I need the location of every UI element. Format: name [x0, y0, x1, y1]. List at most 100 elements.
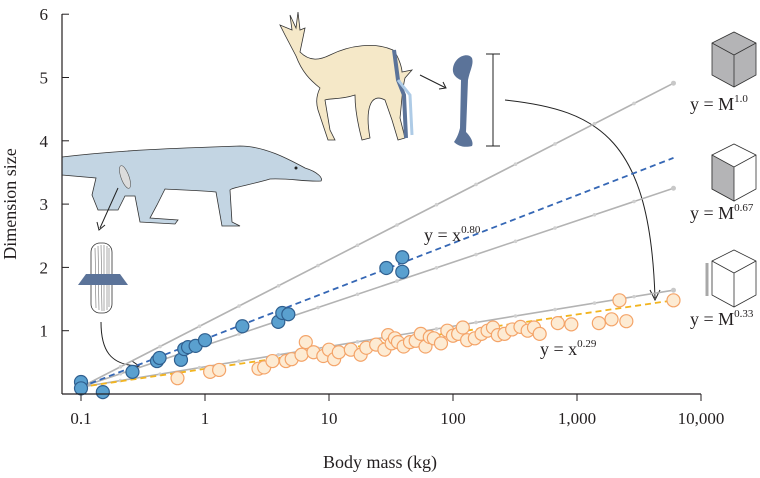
x-ticks: 0.1 1 10 100 1,000 10,000	[70, 394, 724, 428]
isometry-M0.33-end-marker	[670, 287, 676, 293]
cross-section-plane	[78, 274, 128, 285]
cube-legend-M033: y = M0.33	[690, 249, 757, 329]
femur-curve-arrow	[504, 99, 656, 299]
cube-label-M067-prefix: y = M	[690, 203, 734, 223]
cube-label-M1: y = M1.0	[690, 93, 748, 114]
gazelle-data-point	[455, 320, 470, 335]
gazelle-data-point	[666, 293, 681, 308]
lizard-data-point	[197, 333, 213, 348]
cube-legend-M067: y = M0.67	[690, 143, 757, 223]
gazelle-data-point	[170, 371, 185, 386]
fit-lines	[80, 157, 674, 388]
data-points	[73, 250, 681, 400]
isometry-M0.67-marker	[632, 199, 636, 204]
isometry-M1.0-line	[80, 82, 674, 388]
isometry-M1.0-marker	[592, 121, 597, 126]
isometry-M1.0-marker	[474, 182, 478, 187]
gazelle-leg-bones	[392, 49, 408, 139]
lizard-illustration	[61, 145, 322, 371]
isometry-M0.33-marker	[632, 294, 636, 299]
femur-scale-bar	[486, 53, 500, 147]
lizard-limb-bone-highlight	[119, 165, 131, 189]
lizard-fit-line	[80, 157, 674, 388]
y-tick-label: 6	[40, 5, 49, 24]
lizard-fit-prefix: y = x	[424, 225, 461, 245]
gazelle-data-point	[564, 317, 579, 332]
cube-label-M033: y = M0.33	[690, 308, 754, 329]
y-tick-label: 2	[40, 258, 49, 277]
cube-full-edges	[711, 42, 757, 87]
isometry-M1.0-marker	[237, 304, 241, 308]
isometry-M0.67-marker	[355, 292, 360, 297]
x-tick-label: 0.1	[70, 409, 91, 428]
isometry-M0.67-marker	[553, 226, 557, 230]
gazelle-fit-exponent: 0.29	[577, 338, 597, 350]
lizard-curve-arrow	[100, 321, 139, 367]
y-tick-label: 1	[40, 322, 49, 341]
lizard-body	[61, 145, 322, 227]
gazelle-fit-prefix: y = x	[540, 339, 577, 359]
lizard-data-point	[125, 364, 140, 379]
x-axis-title: Body mass (kg)	[323, 452, 437, 473]
isometry-M0.67-marker	[237, 332, 241, 336]
isometry-M0.33-marker	[276, 352, 281, 357]
isometry-M0.67-end-marker	[670, 185, 676, 191]
gazelle-data-point	[433, 336, 449, 351]
isometry-M1.0-marker	[632, 101, 636, 106]
x-tick-label: 10	[321, 409, 338, 428]
isometry-M1.0-marker	[355, 243, 360, 248]
lizard-data-point	[73, 381, 89, 396]
isometry-M0.67-marker	[434, 265, 439, 270]
cube-label-M033-prefix: y = M	[690, 309, 734, 329]
isometry-M0.33-marker	[592, 301, 597, 305]
cube-label-M1-exponent: 1.0	[734, 93, 748, 105]
lizard-data-point	[95, 385, 110, 400]
x-tick-label: 1,000	[558, 409, 596, 428]
axes: 1 2 3 4 5 6 0.1 1 10 100 1,000 10,000 Body mass (k…	[0, 5, 724, 473]
lizard-data-point	[281, 307, 296, 322]
lizard-eye	[294, 166, 298, 170]
isometry-M0.33-marker	[513, 314, 518, 318]
lizard-data-point	[395, 250, 410, 265]
cube-label-M067-exponent: 0.67	[734, 202, 754, 214]
gazelle-lower-leg-bones	[396, 79, 414, 136]
cube-label-M067: y = M0.67	[690, 202, 754, 223]
isometry-M0.33-marker	[355, 340, 360, 344]
isometry-M1.0-marker	[395, 223, 399, 227]
isometry-M0.33-marker	[553, 307, 557, 312]
y-tick-label: 4	[40, 132, 49, 151]
isometry-M0.67-marker	[316, 305, 320, 310]
gazelle-arrow	[419, 74, 447, 89]
isometry-M0.33-marker	[197, 365, 202, 370]
y-ticks: 1 2 3 4 5 6	[40, 5, 69, 341]
gazelle-illustration	[279, 11, 447, 141]
y-axis-title: Dimension size	[0, 148, 20, 259]
lizard-arrow-head	[96, 221, 106, 231]
isometry-M1.0-marker	[513, 162, 518, 167]
x-tick-label: 10,000	[678, 409, 725, 428]
isometry-M0.67-marker	[474, 252, 478, 257]
y-tick-label: 3	[40, 195, 49, 214]
gazelle-data-point	[532, 326, 547, 341]
lizard-data-point	[379, 260, 394, 276]
x-tick-label: 1	[201, 409, 210, 428]
gazelle-data-point	[550, 316, 565, 331]
cube-legend-M1: y = M1.0	[690, 31, 757, 114]
isometry-M0.67-line	[80, 187, 674, 388]
isometry-M1.0-marker	[118, 364, 123, 369]
gazelle-body	[279, 11, 414, 141]
gazelle-data-point	[298, 334, 313, 350]
lizard-data-point	[235, 319, 250, 334]
lizard-fit-exponent: 0.80	[461, 224, 481, 236]
isometry-M1.0-marker	[434, 202, 439, 207]
illustrations	[61, 11, 661, 371]
y-tick-label: 5	[40, 69, 49, 88]
lizard-fit-equation: y = x0.80	[424, 224, 481, 245]
gazelle-fit-equation: y = x0.29	[540, 338, 597, 359]
isometry-M1.0-marker	[197, 324, 202, 329]
x-tick-label: 100	[440, 409, 466, 428]
isometry-M0.33-marker	[474, 320, 478, 325]
lizard-data-point	[395, 264, 410, 279]
cube-label-M1-prefix: y = M	[690, 94, 734, 114]
